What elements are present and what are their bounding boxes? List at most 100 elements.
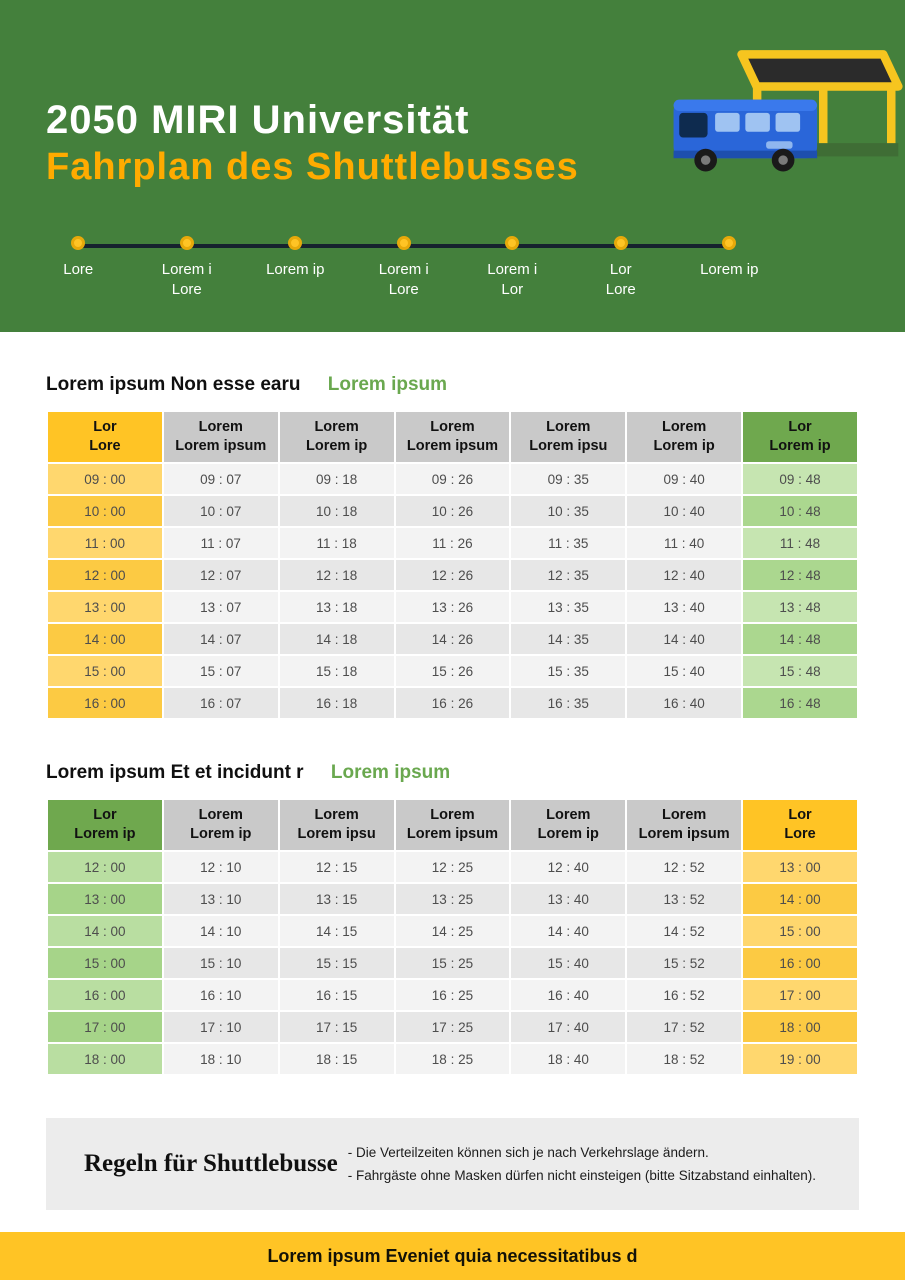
bus-window-shape <box>745 112 770 132</box>
time-cell: 11 : 07 <box>161 526 280 560</box>
header-banner: 2050 MIRI Universität Fahrplan des Shutt… <box>0 0 905 332</box>
time-cell: 15 : 18 <box>277 654 396 688</box>
bus-wheel-hub-shape <box>778 155 788 165</box>
time-cell: 09 : 26 <box>393 462 512 496</box>
time-cell: 19 : 00 <box>741 1042 859 1076</box>
stop-dot <box>505 236 520 250</box>
timetable-row: 16 : 00 16 : 10 16 : 15 16 : 25 16 : 40 16 : … <box>46 978 859 1012</box>
route-stop: Lorem ip <box>675 236 784 301</box>
column-header: Lorem Lorem ipsum <box>625 798 744 852</box>
time-cell: 16 : 35 <box>509 686 628 720</box>
timetable-body: 09 : 00 09 : 07 09 : 18 09 : 26 09 : 35 09 : … <box>46 462 859 720</box>
column-header: Lorem Lorem ipsu <box>509 410 628 464</box>
shelter-post-shape <box>887 84 896 145</box>
time-cell: 12 : 07 <box>161 558 280 592</box>
column-header: Lor Lore <box>46 410 164 464</box>
time-cell: 11 : 18 <box>277 526 396 560</box>
time-cell: 12 : 48 <box>741 558 859 592</box>
time-cell: 11 : 00 <box>46 526 164 560</box>
timetable-section-2: Lorem ipsum Et et incidunt r Lorem ipsum… <box>46 762 859 1076</box>
time-cell: 16 : 07 <box>161 686 280 720</box>
rules-text: - Die Verteilzeiten können sich je nach … <box>348 1140 816 1188</box>
time-cell: 12 : 18 <box>277 558 396 592</box>
column-header: Lorem Lorem ip <box>277 410 396 464</box>
time-cell: 15 : 10 <box>161 946 280 980</box>
time-cell: 18 : 15 <box>277 1042 396 1076</box>
rules-box: Regeln für Shuttlebusse - Die Verteilzei… <box>46 1118 859 1211</box>
time-cell: 09 : 35 <box>509 462 628 496</box>
time-cell: 10 : 18 <box>277 494 396 528</box>
time-cell: 14 : 26 <box>393 622 512 656</box>
route-stop: Lorem i Lor <box>458 236 567 301</box>
time-cell: 10 : 48 <box>741 494 859 528</box>
stop-label: Lore <box>63 261 94 278</box>
time-cell: 18 : 40 <box>509 1042 628 1076</box>
section-title: Lorem ipsum Et et incidunt r Lorem ipsum <box>46 762 859 784</box>
section-title-text: Lorem ipsum Et et incidunt r <box>46 762 304 783</box>
stop-dot <box>613 236 628 250</box>
time-cell: 17 : 10 <box>161 1010 280 1044</box>
time-cell: 12 : 40 <box>509 850 628 884</box>
column-header: Lorem Lorem ipsu <box>277 798 396 852</box>
timetable-1: Lor Lore Lorem Lorem ipsum Lorem Lorem ip L… <box>46 410 859 720</box>
time-cell: 12 : 52 <box>625 850 744 884</box>
bus-window-shape <box>715 112 740 132</box>
column-header: Lor Lore <box>741 798 859 852</box>
time-cell: 12 : 00 <box>46 558 164 592</box>
bus-roof-shape <box>673 99 818 111</box>
time-cell: 10 : 07 <box>161 494 280 528</box>
time-cell: 18 : 25 <box>393 1042 512 1076</box>
time-cell: 14 : 00 <box>46 622 164 656</box>
time-cell: 13 : 40 <box>625 590 744 624</box>
time-cell: 09 : 00 <box>46 462 164 496</box>
section-title-text: Lorem ipsum Non esse earu <box>46 374 301 395</box>
stop-label: Lorem i Lore <box>378 261 429 299</box>
time-cell: 14 : 15 <box>277 914 396 948</box>
time-cell: 14 : 35 <box>509 622 628 656</box>
bus-sign-shape <box>766 141 793 149</box>
time-cell: 11 : 40 <box>625 526 744 560</box>
time-cell: 10 : 00 <box>46 494 164 528</box>
time-cell: 12 : 10 <box>161 850 280 884</box>
section-title: Lorem ipsum Non esse earu Lorem ipsum <box>46 374 859 396</box>
timetable-row: 11 : 00 11 : 07 11 : 18 11 : 26 11 : 35 11 : … <box>46 526 859 560</box>
time-cell: 15 : 15 <box>277 946 396 980</box>
time-cell: 17 : 15 <box>277 1010 396 1044</box>
time-cell: 15 : 40 <box>509 946 628 980</box>
stop-dot <box>722 236 737 250</box>
route-stops: Lore Lorem i Lore Lorem ip Lorem i Lore Lore… <box>24 236 784 301</box>
timetable-row: 14 : 00 14 : 10 14 : 15 14 : 25 14 : 40 14 : … <box>46 914 859 948</box>
timetable-row: 17 : 00 17 : 10 17 : 15 17 : 25 17 : 40 17 : … <box>46 1010 859 1044</box>
route-stop: Lorem i Lore <box>133 236 242 301</box>
time-cell: 13 : 10 <box>161 882 280 916</box>
column-header: Lorem Lorem ip <box>625 410 744 464</box>
time-cell: 13 : 18 <box>277 590 396 624</box>
header-row: Lor Lorem ip Lorem Lorem ip Lorem Lorem ip… <box>46 798 859 852</box>
timetable-row: 16 : 00 16 : 07 16 : 18 16 : 26 16 : 35 16 : … <box>46 686 859 720</box>
section-title-accent: Lorem ipsum <box>327 374 448 395</box>
time-cell: 14 : 25 <box>393 914 512 948</box>
column-header: Lorem Lorem ip <box>161 798 280 852</box>
time-cell: 16 : 15 <box>277 978 396 1012</box>
bus-wheel-hub-shape <box>700 155 711 165</box>
main-content: Lorem ipsum Non esse earu Lorem ipsum Lo… <box>0 374 905 1076</box>
stop-label: Lorem ip <box>266 261 325 278</box>
time-cell: 11 : 48 <box>741 526 859 560</box>
stop-dot <box>288 236 303 250</box>
time-cell: 13 : 26 <box>393 590 512 624</box>
time-cell: 15 : 26 <box>393 654 512 688</box>
time-cell: 16 : 40 <box>509 978 628 1012</box>
route-stop: Lorem i Lore <box>350 236 459 301</box>
rule-line: - Fahrgäste ohne Masken dürfen nicht ein… <box>347 1167 817 1183</box>
time-cell: 15 : 00 <box>741 914 859 948</box>
time-cell: 13 : 35 <box>509 590 628 624</box>
time-cell: 16 : 10 <box>161 978 280 1012</box>
stop-dot <box>71 236 86 250</box>
footer-text: Lorem ipsum Eveniet quia necessitatibus … <box>267 1245 638 1266</box>
time-cell: 15 : 00 <box>46 946 164 980</box>
time-cell: 15 : 25 <box>393 946 512 980</box>
time-cell: 17 : 40 <box>509 1010 628 1044</box>
time-cell: 13 : 52 <box>625 882 744 916</box>
timetable-row: 09 : 00 09 : 07 09 : 18 09 : 26 09 : 35 09 : … <box>46 462 859 496</box>
